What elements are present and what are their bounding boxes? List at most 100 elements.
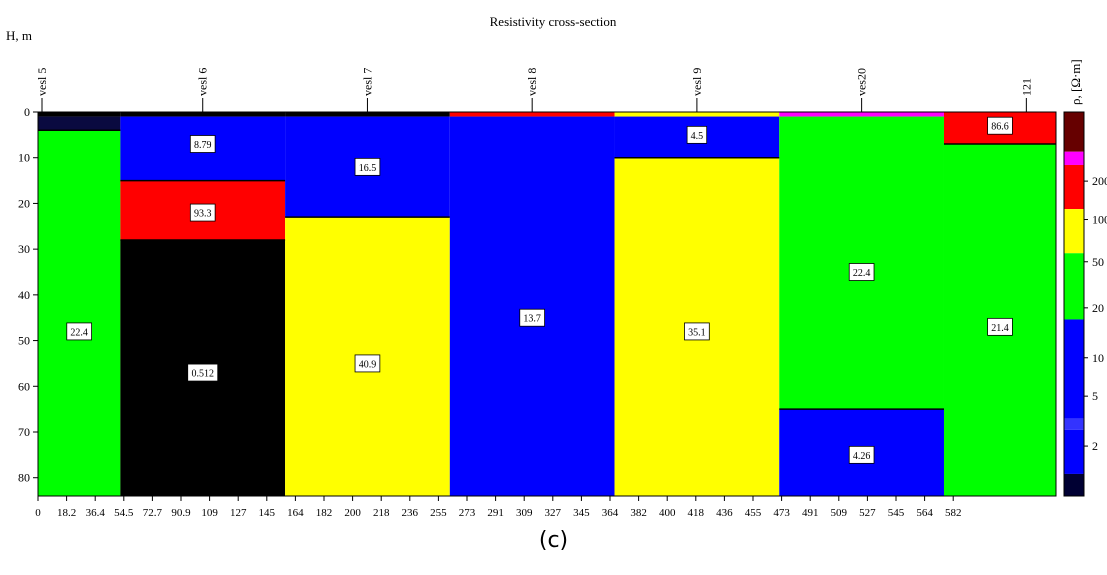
station-label: vesl 5 (35, 68, 49, 96)
value-label: 40.9 (359, 359, 377, 370)
y-tick-label: 20 (18, 196, 30, 210)
layer-cell (120, 112, 286, 117)
station-label: vesl 6 (196, 68, 210, 96)
color-scale-swatch (1064, 164, 1084, 210)
x-tick-label: 145 (259, 507, 276, 519)
x-tick-label: 382 (630, 507, 647, 519)
value-label-box (684, 322, 710, 341)
x-tick-label: 273 (459, 507, 476, 519)
x-tick-label: 36.4 (86, 507, 106, 519)
x-tick-label: 72.7 (143, 507, 163, 519)
x-tick-label: 309 (516, 507, 533, 519)
value-label-box (354, 157, 381, 176)
y-tick-label: 80 (18, 471, 30, 485)
layer-cell (38, 112, 121, 117)
x-tick-label: 182 (316, 507, 333, 519)
x-tick-label: 54.5 (114, 507, 134, 519)
value-label-box (189, 203, 216, 222)
value-label-box (987, 317, 1013, 336)
x-tick-label: 327 (545, 507, 562, 519)
x-tick-label: 0 (35, 507, 41, 519)
x-tick-label: 545 (888, 507, 905, 519)
color-scale-label: 100 (1092, 213, 1107, 227)
x-tick-label: 527 (859, 507, 876, 519)
x-tick-label: 564 (916, 507, 933, 519)
value-label: 13.7 (523, 314, 541, 325)
layer-cell (449, 116, 615, 497)
layer-cell (614, 112, 780, 117)
x-tick-label: 491 (802, 507, 819, 519)
layer-cell (38, 130, 121, 497)
x-tick-label: 164 (287, 507, 304, 519)
station-label: vesl 7 (360, 68, 374, 96)
value-label-box (848, 263, 875, 281)
y-tick-label: 60 (18, 379, 30, 393)
y-tick-label: 0 (24, 105, 30, 119)
value-label: 4.26 (853, 451, 871, 462)
x-tick-label: 509 (831, 507, 848, 519)
station-label: vesl 8 (525, 68, 539, 96)
x-tick-label: 18.2 (57, 507, 76, 519)
color-scale-label: 50 (1092, 255, 1104, 269)
station-label: 121 (1019, 78, 1033, 96)
color-scale-legend: 200 100 50 20 10 5 2 (1063, 111, 1107, 497)
station-label: vesl 9 (690, 68, 704, 96)
x-tick-label: 255 (430, 507, 447, 519)
color-scale-swatch (1064, 209, 1084, 254)
x-tick-label: 455 (745, 507, 762, 519)
color-scale-label: 200 (1092, 174, 1107, 188)
x-tick-label: 400 (659, 507, 676, 519)
y-axis-label: H, m (6, 28, 32, 43)
value-label-box (189, 135, 216, 153)
x-tick-label: 436 (716, 507, 733, 519)
y-tick-label: 70 (18, 425, 30, 439)
layer-cell (779, 116, 944, 410)
color-scale-label: 5 (1092, 389, 1098, 403)
layer-cell (285, 112, 450, 117)
color-scale-label: 20 (1092, 301, 1104, 315)
resistivity-chart: Resistivity cross-section H, m ρ, [Ω·m] … (6, 14, 1107, 519)
x-tick-label: 218 (373, 507, 390, 519)
legend-title: ρ, [Ω·m] (1068, 59, 1083, 105)
x-tick-label: 345 (573, 507, 590, 519)
x-tick-label: 473 (773, 507, 790, 519)
value-label-box (686, 125, 708, 144)
y-tick-label: 10 (18, 151, 30, 165)
color-scale-label: 10 (1092, 351, 1104, 365)
color-scale-swatch (1064, 112, 1084, 152)
layer-cell (449, 112, 615, 117)
value-label-box (519, 308, 545, 327)
value-label-box (187, 363, 219, 382)
axes: vesl 5 vesl 6 vesl 7 vesl 8 vesl 9 ves20 121 0 1… (18, 68, 1057, 519)
layer-cell (779, 112, 944, 117)
y-tick-label: 30 (18, 242, 30, 256)
figure-caption: (c) (538, 528, 569, 553)
x-tick-label: 90.9 (171, 507, 191, 519)
value-label: 86.6 (991, 122, 1009, 133)
y-tick-label: 40 (18, 288, 30, 302)
value-label: 35.1 (688, 327, 706, 338)
y-tick-label: 50 (18, 334, 30, 348)
value-label-box (987, 116, 1013, 135)
x-tick-label: 236 (402, 507, 419, 519)
x-tick-label: 364 (602, 507, 619, 519)
color-scale-swatch (1064, 151, 1084, 165)
x-tick-label: 127 (230, 507, 247, 519)
value-label: 4.5 (691, 131, 704, 142)
value-label: 8.79 (194, 140, 212, 151)
value-label-box (354, 354, 381, 373)
color-scale-frame (1063, 111, 1085, 497)
x-tick-label: 418 (688, 507, 705, 519)
station-label: ves20 (855, 68, 869, 96)
color-scale-swatch (1064, 319, 1084, 419)
value-label-box (66, 322, 92, 341)
value-label-box (848, 445, 875, 464)
x-tick-label: 582 (945, 507, 962, 519)
color-scale-swatch (1064, 429, 1084, 474)
value-label: 93.3 (194, 209, 212, 220)
plot-area: 22.4 8.79 93.3 0.512 16.5 40.9 13.7 4.5 35.1 22.4… (38, 112, 1056, 497)
x-tick-label: 200 (344, 507, 361, 519)
value-label: 16.5 (359, 163, 377, 174)
layer-cell (38, 116, 121, 131)
color-scale-swatch (1064, 418, 1084, 430)
